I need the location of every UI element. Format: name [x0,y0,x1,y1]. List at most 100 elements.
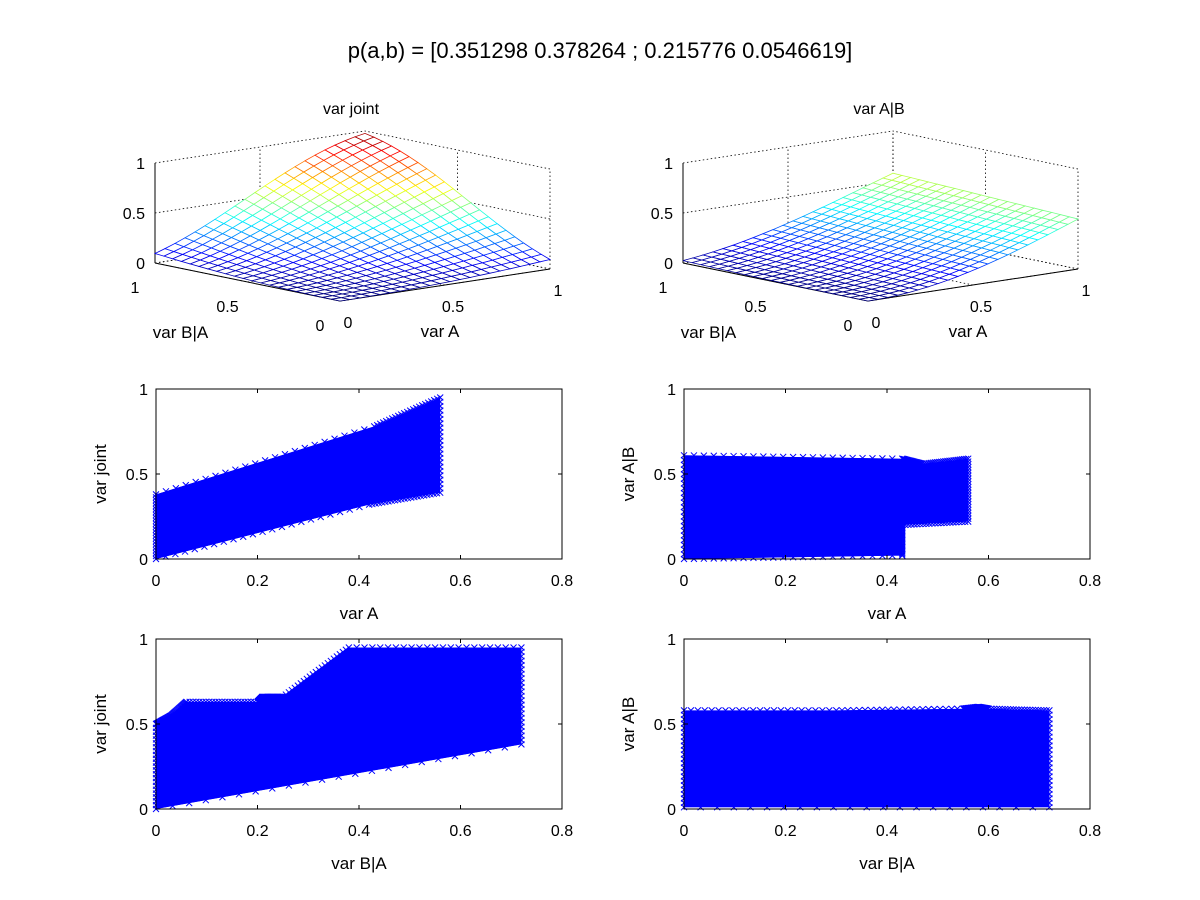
data-point [849,553,856,560]
data-point [805,707,812,714]
data-point [212,698,219,706]
data-point [336,508,344,516]
z-tick-label: 1 [136,156,145,173]
scatter2-plot: 0 0.2 0.4 0.6 0.8 0 0.5 1 var A var A|B [619,382,1101,623]
data-point [838,706,846,714]
x-tick-label: 0 [680,573,689,590]
data-point [750,453,757,460]
data-point [1032,706,1039,714]
data-point [484,746,492,754]
x-tick-label: 0 [680,823,689,840]
x-axis-line [867,268,1079,302]
data-point [964,506,972,514]
data-point [928,520,936,527]
y-tick-label: 0 [139,552,148,569]
data-point [307,516,315,523]
data-point [888,552,896,560]
data-point [392,644,400,651]
data-point [185,799,193,807]
data-point [964,466,972,474]
data-point [955,518,963,526]
data-point [235,790,243,798]
data-point [228,698,236,706]
data-point [501,743,509,751]
data-point [317,513,325,521]
y-tick-label: 1 [659,280,668,297]
data-point [931,519,939,527]
data-point [740,554,747,562]
data-point [922,520,930,528]
data-point [327,657,335,665]
data-point [1001,705,1009,713]
data-point [451,752,459,760]
z-tick-label: 1 [664,156,673,173]
data-point [839,454,847,462]
data-point [825,707,833,714]
data-point [196,698,203,706]
y-tick-label: 0 [139,802,148,819]
data-point [812,707,819,714]
data-point [189,698,197,706]
data-point [239,533,247,541]
y-tick-label: 0.5 [744,299,766,316]
y-tick-label: 0 [667,552,676,569]
data-point [964,472,972,480]
data-point [964,475,972,483]
data-point [232,466,239,474]
data-point [181,548,189,555]
data-point [948,705,955,713]
data-point [884,706,892,714]
data-point [879,552,886,560]
data-point [936,705,944,713]
data-point [993,705,1001,713]
data-point [902,706,909,713]
data-point [964,498,972,505]
data-point [888,455,896,462]
data-point [335,773,343,781]
data-point [162,487,170,495]
data-point [760,554,767,562]
data-point [351,770,359,778]
data-point [710,452,718,460]
data-point [346,506,354,513]
data-point [294,682,302,689]
data-point [964,481,972,488]
data-point [694,707,702,714]
data-point [879,706,886,714]
surface-mesh [153,132,552,302]
data-point [959,705,967,713]
y-tick-label: 1 [139,382,148,399]
data-point [192,698,200,706]
grid-line [364,130,551,170]
data-point [832,707,840,714]
data-point [855,706,863,714]
data-point [998,705,1006,713]
grid-line [682,130,894,164]
data-point [934,519,942,527]
y-axis-label: var joint [91,444,110,504]
data-point [777,707,785,714]
data-point [913,705,921,713]
data-point [964,509,972,517]
data-point [234,698,242,706]
subplots: 0 0.5 1 0 0.5 1 0 0.5 1 var A var B|A var joint 0 0.5… [91,101,1101,873]
data-point [954,705,961,713]
x-tick-label: 0 [872,315,881,332]
data-point [341,432,348,440]
data-point [779,453,787,461]
data-point [212,472,219,480]
data-point [819,707,826,714]
data-point [331,435,338,443]
data-point [416,644,423,651]
data-point [964,495,972,503]
data-point [318,664,326,672]
data-point [288,521,295,528]
x-tick-label: 0.4 [348,573,370,590]
y-tick-label: 1 [667,382,676,399]
data-point [518,644,525,651]
data-point [904,521,912,529]
x-tick-label: 0.5 [442,299,464,316]
data-point [925,520,933,527]
data-point [297,680,305,687]
data-point [770,707,778,714]
